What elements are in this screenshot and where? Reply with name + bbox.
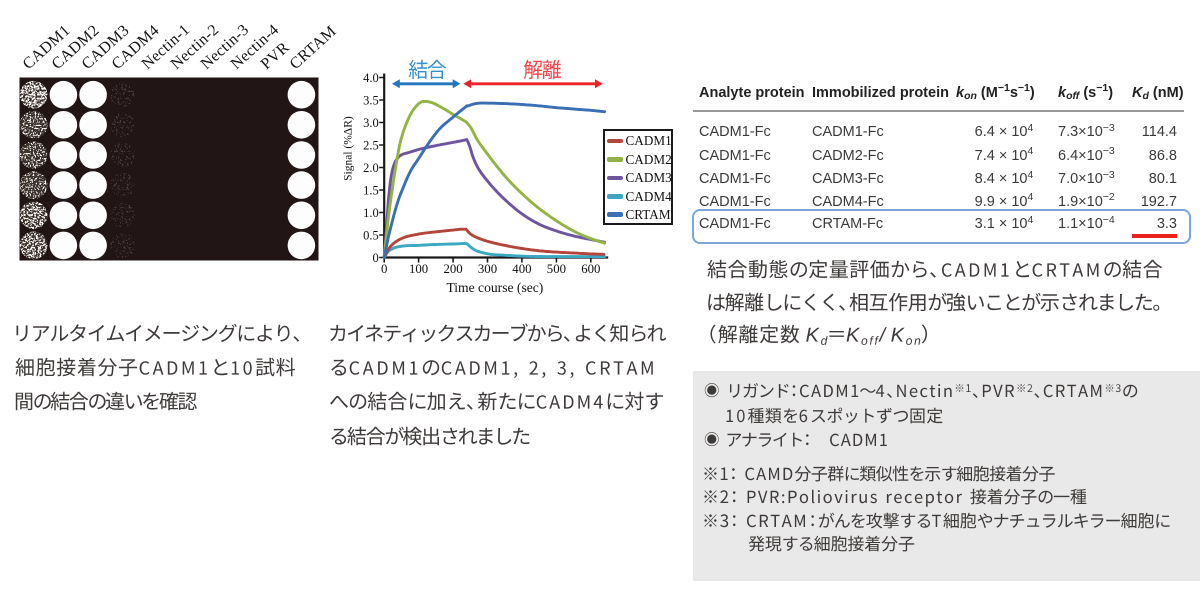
svg-text:2.5: 2.5 (363, 138, 379, 152)
svg-text:2.0: 2.0 (363, 161, 379, 175)
svg-text:200: 200 (443, 262, 462, 276)
svg-text:500: 500 (547, 262, 566, 276)
svg-text:Signal (%ΔR): Signal (%ΔR) (343, 116, 355, 181)
svg-text:1.5: 1.5 (363, 183, 379, 197)
svg-text:0: 0 (372, 251, 378, 265)
svg-text:0: 0 (381, 262, 387, 276)
svg-text:4.0: 4.0 (363, 71, 379, 85)
svg-text:3.5: 3.5 (363, 93, 379, 107)
svg-text:0.5: 0.5 (363, 228, 379, 242)
svg-text:100: 100 (409, 262, 428, 276)
svg-text:400: 400 (512, 262, 531, 276)
svg-text:1.0: 1.0 (363, 206, 379, 220)
svg-text:Time course (sec): Time course (sec) (446, 280, 543, 296)
svg-text:600: 600 (581, 262, 600, 276)
svg-text:300: 300 (478, 262, 497, 276)
svg-text:3.0: 3.0 (363, 116, 379, 130)
